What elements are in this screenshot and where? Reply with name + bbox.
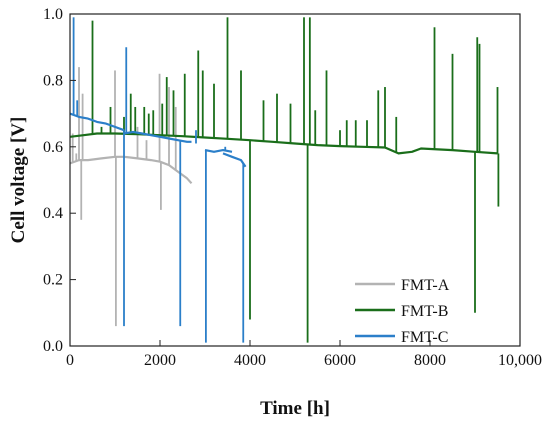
x-tick-label: 0: [66, 352, 74, 369]
series-line-fmt-c: [123, 130, 192, 143]
y-tick-label: 1.0: [43, 6, 63, 23]
series-line-fmt-c: [69, 112, 125, 132]
x-tick-label: 4000: [234, 352, 266, 369]
series-line-fmt-a: [69, 155, 193, 185]
x-axis-title: Time [h]: [260, 398, 330, 419]
axis-layer: 0 2000 4000 6000 8000 10,000 0.0 0.2 0.4 0.6 0.8 1.…: [43, 6, 542, 369]
legend-label: FMT-C: [401, 329, 448, 346]
series-layer: [69, 17, 500, 343]
series-line-fmt-c: [222, 152, 247, 168]
x-tick-label: 6000: [324, 352, 356, 369]
y-tick-label: 0.0: [43, 338, 63, 355]
plot-frame: [69, 13, 521, 347]
y-tick-label: 0.8: [43, 72, 63, 89]
legend: FMT-A FMT-B FMT-C: [355, 277, 450, 346]
y-tick-label: 0.2: [43, 272, 63, 289]
series-line-fmt-b: [69, 132, 498, 155]
y-tick-label: 0.6: [43, 139, 63, 156]
series-line-fmt-c: [204, 149, 233, 153]
legend-label: FMT-B: [401, 303, 448, 320]
x-tick-label: 2000: [144, 352, 176, 369]
x-tick-label: 10,000: [498, 352, 542, 369]
legend-label: FMT-A: [401, 277, 450, 294]
y-tick-label: 0.4: [43, 205, 63, 222]
x-tick-label: 8000: [414, 352, 446, 369]
y-axis-title: Cell voltage [V]: [8, 117, 29, 244]
